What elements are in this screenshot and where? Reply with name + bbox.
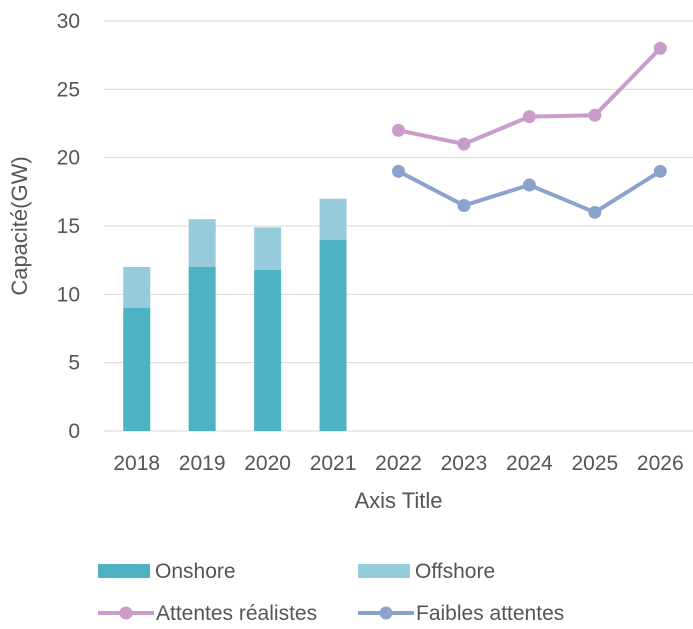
x-tick-label: 2019: [179, 452, 226, 475]
x-tick-label: 2020: [244, 452, 291, 475]
point-faibles-attentes: [457, 199, 471, 212]
x-tick-label: 2024: [506, 452, 553, 475]
line-attentes-realistes: [398, 46, 662, 146]
y-tick-label: 5: [68, 352, 80, 375]
y-tick-label: 10: [57, 283, 80, 306]
bar-onshore: [319, 239, 347, 431]
legend-label: Faibles attentes: [416, 602, 564, 624]
point-attentes-realistes: [457, 137, 471, 151]
y-tick-label: 30: [57, 10, 80, 33]
point-faibles-attentes: [588, 205, 602, 219]
bar-offshore: [254, 227, 282, 270]
point-attentes-realistes: [392, 123, 405, 137]
point-faibles-attentes: [653, 164, 667, 178]
x-tick-label: 2018: [113, 452, 160, 475]
x-axis-title: Axis Title: [354, 488, 442, 513]
bar-offshore: [188, 219, 216, 267]
bar-onshore: [123, 308, 151, 431]
point-faibles-attentes: [522, 178, 536, 192]
point-attentes-realistes: [522, 110, 536, 124]
line-faibles-attentes: [397, 169, 662, 215]
x-tick-label: 2022: [375, 452, 422, 475]
bar-onshore: [188, 267, 216, 431]
bar-onshore: [254, 269, 282, 431]
legend-label: Onshore: [155, 560, 236, 583]
x-tick-label: 2025: [571, 452, 618, 475]
y-axis-title: Capacité(GW): [7, 156, 32, 295]
legend-swatch-marker: [119, 606, 133, 620]
point-attentes-realistes: [653, 41, 667, 55]
legend-label: Offshore: [415, 560, 495, 583]
bar-offshore: [319, 198, 347, 240]
x-tick-label: 2026: [637, 452, 684, 475]
legend-swatch-marker: [379, 606, 393, 620]
legend-swatch: [98, 564, 150, 578]
bar-offshore: [123, 267, 151, 308]
y-tick-label: 20: [57, 147, 80, 170]
x-tick-label: 2023: [441, 452, 488, 475]
y-tick-label: 25: [57, 78, 80, 101]
x-tick-label: 2021: [310, 452, 357, 475]
y-tick-label: 15: [57, 215, 80, 238]
y-tick-label: 0: [68, 420, 80, 443]
point-attentes-realistes: [588, 108, 602, 122]
point-faibles-attentes: [392, 164, 405, 178]
legend-swatch: [358, 564, 410, 578]
legend-label: Attentes réalistes: [156, 602, 317, 624]
